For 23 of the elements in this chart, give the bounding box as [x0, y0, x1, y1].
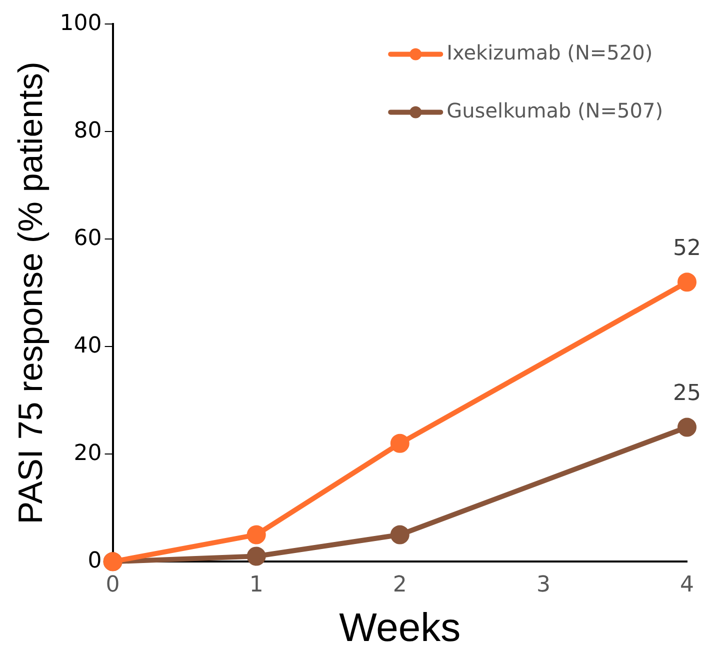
y-tick-label: 80	[74, 118, 102, 144]
legend-label: Ixekizumab (N=520)	[446, 40, 653, 64]
point	[246, 525, 266, 544]
y-tick-label: 0	[88, 548, 102, 574]
x-tick-label: 2	[392, 572, 407, 598]
y-tick-label: 60	[74, 226, 102, 251]
x-tick-label: 0	[106, 572, 120, 598]
point	[678, 418, 696, 437]
legend-label: Guselkumab (N=507)	[446, 98, 664, 122]
y-tick-label: 100	[60, 10, 102, 36]
point	[390, 434, 410, 453]
data-label: 52	[673, 236, 701, 261]
x-tick-label: 1	[249, 572, 264, 598]
point	[678, 272, 696, 292]
x-axis-title: Weeks	[339, 606, 461, 650]
y-tick-label: 40	[74, 333, 102, 358]
point	[246, 546, 266, 566]
x-tick-label: 4	[680, 572, 694, 598]
x-tick-label: 3	[536, 572, 550, 598]
data-label: 25	[673, 380, 701, 406]
y-tick-label: 20	[74, 440, 102, 466]
point	[390, 525, 410, 544]
y-axis-title: PASI 75 response (% patients)	[12, 62, 50, 524]
